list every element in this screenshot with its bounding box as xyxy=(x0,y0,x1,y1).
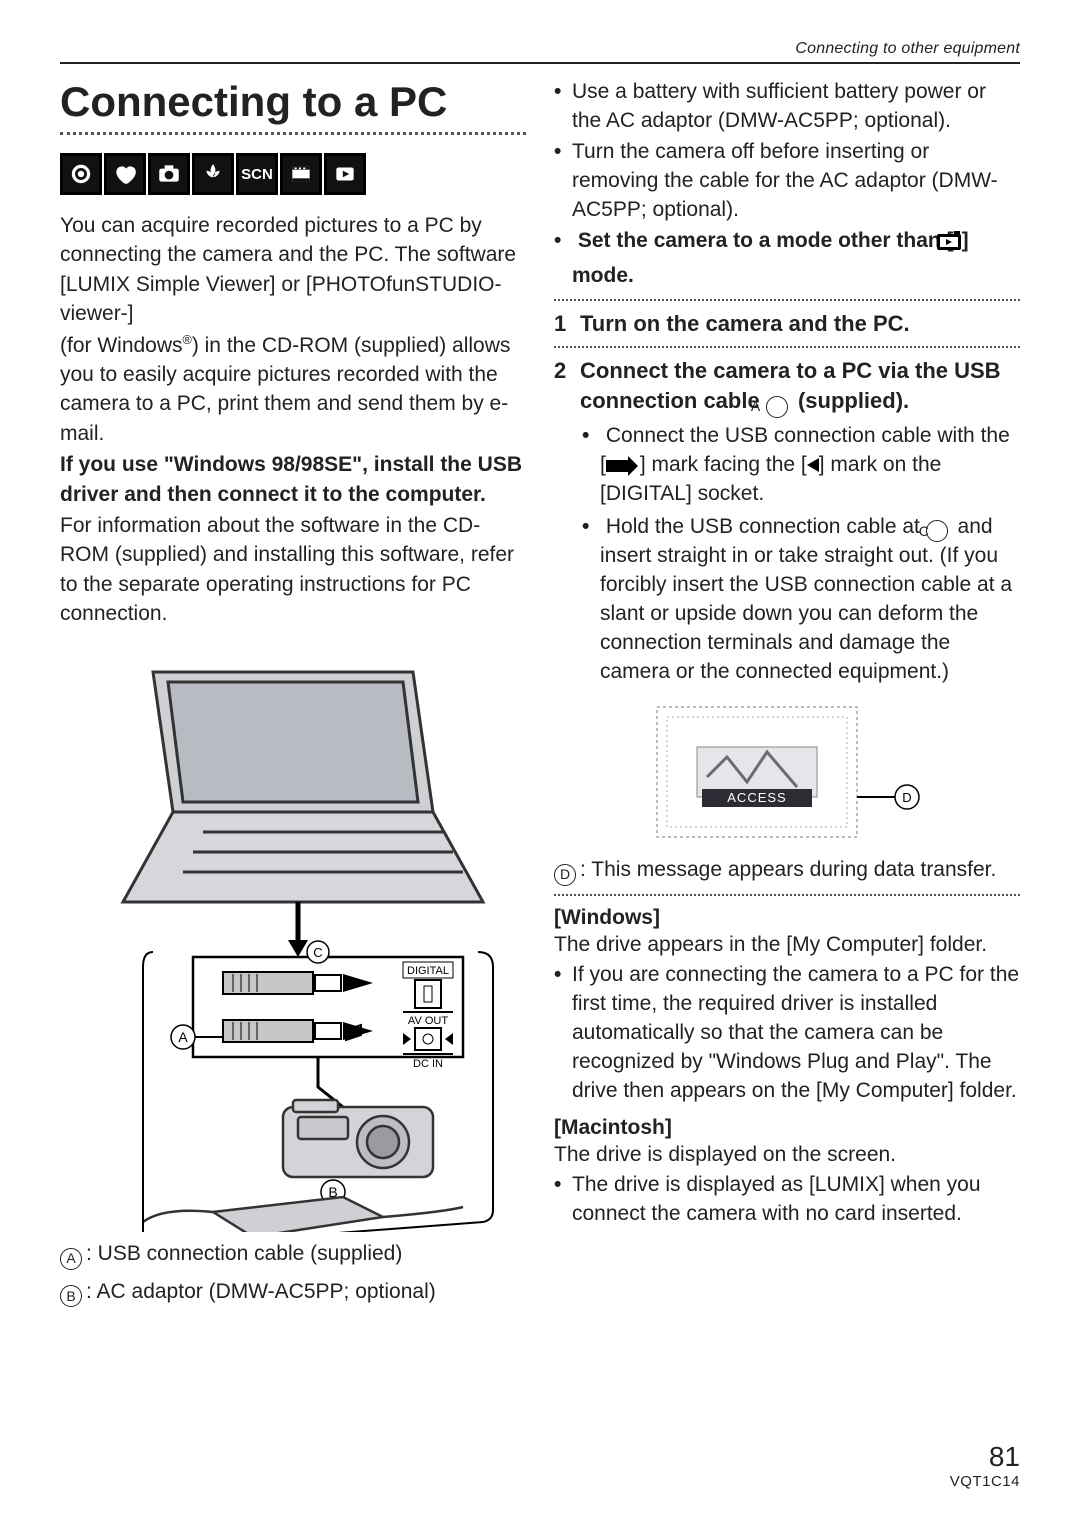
motion-mode-icon xyxy=(280,153,322,195)
left-column: Connecting to a PC SCN You can acquire r xyxy=(60,78,526,1307)
windows-heading: [Windows] xyxy=(554,906,1020,930)
divider-1 xyxy=(554,299,1020,301)
svg-text:AV OUT: AV OUT xyxy=(408,1015,448,1027)
macro-mode-icon xyxy=(192,153,234,195)
bullet-battery: Use a battery with sufficient battery po… xyxy=(554,78,1020,136)
divider-3 xyxy=(554,894,1020,896)
mac-bullet-1: The drive is displayed as [LUMIX] when y… xyxy=(554,1171,1020,1229)
camera-mode-icon xyxy=(148,153,190,195)
circle-a-icon: A xyxy=(60,1248,82,1270)
step-1-number: 1 xyxy=(554,309,580,339)
page-footer: 81 VQT1C14 xyxy=(950,1441,1020,1490)
scene-mode-icon: SCN xyxy=(236,153,278,195)
playback-icon-inline xyxy=(954,231,962,262)
intro-paragraph-2: (for Windows®) in the CD-ROM (supplied) … xyxy=(60,331,526,449)
bullet-turnoff: Turn the camera off before inserting or … xyxy=(554,138,1020,225)
step-2: 2Connect the camera to a PC via the USB … xyxy=(554,356,1020,417)
circle-d-icon: D xyxy=(554,864,576,886)
win98-note: If you use "Windows 98/98SE", install th… xyxy=(60,450,526,509)
d-note: D: This message appears during data tran… xyxy=(554,855,1020,886)
mac-bullets: The drive is displayed as [LUMIX] when y… xyxy=(554,1171,1020,1229)
connection-diagram: C A xyxy=(60,652,526,1232)
svg-text:DIGITAL: DIGITAL xyxy=(407,965,449,977)
step-1-text: Turn on the camera and the PC. xyxy=(580,311,910,336)
sb2a: Hold the USB connection cable at xyxy=(606,515,926,538)
software-info-paragraph: For information about the software in th… xyxy=(60,511,526,629)
bullet-setmode: Set the camera to a mode other than [] m… xyxy=(554,227,1020,291)
heart-mode-icon xyxy=(104,153,146,195)
svg-text:A: A xyxy=(178,1029,188,1045)
usb-arrow-icon xyxy=(606,460,628,472)
svg-text:D: D xyxy=(902,790,911,805)
circle-c-inline-icon: C xyxy=(926,520,948,542)
playback-mode-icon xyxy=(324,153,366,195)
intro-paragraph-1: You can acquire recorded pictures to a P… xyxy=(60,211,526,329)
d-note-text: : This message appears during data trans… xyxy=(580,858,996,881)
svg-text:DC IN: DC IN xyxy=(413,1058,443,1070)
svg-text:ACCESS: ACCESS xyxy=(727,790,786,805)
divider-2 xyxy=(554,346,1020,348)
svg-text:C: C xyxy=(313,945,322,960)
windows-bullet-1: If you are connecting the camera to a PC… xyxy=(554,961,1020,1106)
circle-b-icon: B xyxy=(60,1285,82,1307)
sub-bullet-mark: Connect the USB connection cable with th… xyxy=(582,422,1020,509)
record-mode-icon xyxy=(60,153,102,195)
step-2-prefix: Connect the camera to a PC via the USB c… xyxy=(580,358,1001,413)
triangle-left-icon xyxy=(807,458,819,472)
mac-paragraph: The drive is displayed on the screen. xyxy=(554,1140,1020,1169)
mac-heading: [Macintosh] xyxy=(554,1116,1020,1140)
legend-b-text: : AC adaptor (DMW-AC5PP; optional) xyxy=(86,1280,436,1303)
step-2-number: 2 xyxy=(554,356,580,386)
page-title: Connecting to a PC xyxy=(60,78,526,135)
right-column: Use a battery with sufficient battery po… xyxy=(554,78,1020,1307)
registered-mark: ® xyxy=(183,333,192,347)
top-precaution-bullets: Use a battery with sufficient battery po… xyxy=(554,78,1020,291)
circle-a-inline-icon: A xyxy=(766,396,788,418)
mode-dial-icon-strip: SCN xyxy=(60,153,368,195)
step-2-sub-bullets: Connect the USB connection cable with th… xyxy=(582,422,1020,687)
legend-a-text: : USB connection cable (supplied) xyxy=(86,1242,402,1265)
windows-bullets: If you are connecting the camera to a PC… xyxy=(554,961,1020,1106)
p2-prefix: (for Windows xyxy=(60,334,183,357)
windows-paragraph: The drive appears in the [My Computer] f… xyxy=(554,930,1020,959)
legend-b: B: AC adaptor (DMW-AC5PP; optional) xyxy=(60,1276,526,1308)
sub-bullet-hold: Hold the USB connection cable at C and i… xyxy=(582,513,1020,688)
setmode-prefix: Set the camera to a mode other than [ xyxy=(578,229,954,252)
legend-a: A: USB connection cable (supplied) xyxy=(60,1238,526,1270)
document-code: VQT1C14 xyxy=(950,1473,1020,1490)
step-1: 1Turn on the camera and the PC. xyxy=(554,309,1020,339)
header-section-label: Connecting to other equipment xyxy=(60,40,1020,64)
sb1b: ] mark facing the [ xyxy=(640,453,807,476)
step-2-suffix: (supplied). xyxy=(792,388,909,413)
access-screen-figure: ACCESS D xyxy=(554,697,1020,847)
two-column-layout: Connecting to a PC SCN You can acquire r xyxy=(60,78,1020,1307)
page-number: 81 xyxy=(950,1441,1020,1473)
sb2b: and insert straight in or take straight … xyxy=(600,515,1012,684)
